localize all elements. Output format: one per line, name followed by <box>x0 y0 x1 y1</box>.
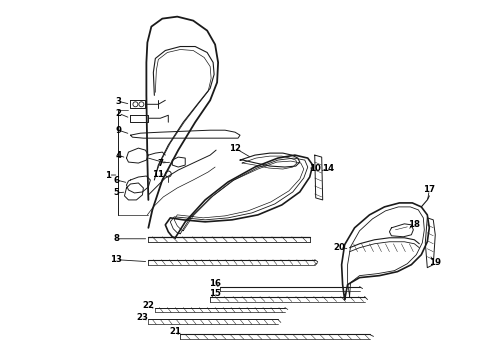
Text: 8: 8 <box>114 234 120 243</box>
Text: 22: 22 <box>143 301 154 310</box>
Text: 20: 20 <box>334 243 345 252</box>
Text: 16: 16 <box>209 279 221 288</box>
Text: 15: 15 <box>209 289 221 298</box>
Text: 11: 11 <box>152 170 164 179</box>
Text: 17: 17 <box>423 185 435 194</box>
Text: 7: 7 <box>157 158 163 167</box>
Text: 3: 3 <box>116 97 122 106</box>
Text: 2: 2 <box>116 109 122 118</box>
Text: 18: 18 <box>408 220 420 229</box>
Text: 19: 19 <box>429 258 441 267</box>
Text: 14: 14 <box>321 163 334 172</box>
Text: 9: 9 <box>116 126 122 135</box>
Text: 13: 13 <box>111 255 122 264</box>
Text: 23: 23 <box>136 313 148 322</box>
Text: 10: 10 <box>309 163 320 172</box>
Text: 1: 1 <box>105 171 112 180</box>
Text: 6: 6 <box>114 176 120 185</box>
Text: 5: 5 <box>114 188 120 197</box>
Text: 21: 21 <box>169 327 181 336</box>
Text: 12: 12 <box>229 144 241 153</box>
Text: 4: 4 <box>116 150 122 159</box>
